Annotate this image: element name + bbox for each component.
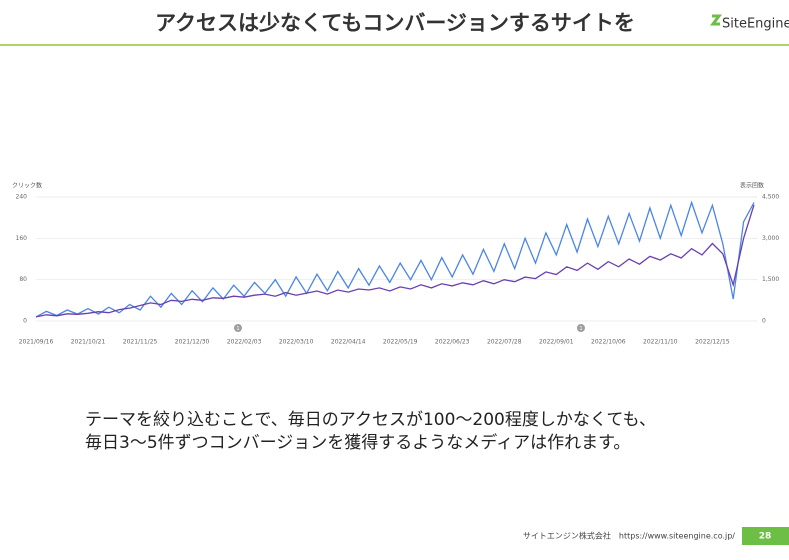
x-tick-label: 2021/12/30 [175,339,210,346]
x-tick-label: 2022/06/23 [435,339,470,346]
x-tick-label: 2022/07/28 [487,339,522,346]
x-tick-label: 2022/05/19 [383,339,418,346]
x-tick-label: 2022/10/06 [591,339,626,346]
annotation-marker [577,324,585,332]
y2-tick-label: 4,500 [762,194,779,201]
x-tick-label: 2022/09/01 [539,339,574,346]
logo: SiteEngine [722,17,789,32]
page-box [742,527,789,545]
chart: クリック数 表示回数 0 80 160 240 0 1,500 3,000 4,500 2021/0… [12,182,779,346]
annotation-marker [234,324,242,332]
logo-icon [710,14,722,26]
y-axis-title: クリック数 [12,182,42,190]
slide-title: アクセスは少なくてもコンバージョンするサイトを [155,11,635,35]
y-tick-label: 0 [23,318,27,325]
x-tick-label: 2021/09/16 [19,339,54,346]
body-text: 毎日3～5件ずつコンバージョンを獲得するようなメディアは作れます。 [85,432,630,453]
x-tick-label: 2022/12/15 [695,339,730,346]
x-tick-label: 2021/11/25 [123,339,158,346]
y2-axis-title: 表示回数 [740,182,764,190]
page-number: 28 [759,532,772,542]
body-text: テーマを絞り込むことで、毎日のアクセスが100～200程度しかなくても、 [85,410,656,430]
annotation-label: 1 [579,326,582,332]
footer-text: サイトエンジン株式会社 https://www.siteengine.co.jp… [523,531,735,541]
x-tick-label: 2022/11/10 [643,339,678,346]
annotation-label: 1 [236,326,239,332]
x-tick-label: 2022/03/10 [279,339,314,346]
x-tick-label: 2021/10/21 [71,339,106,346]
y2-tick-label: 1,500 [762,276,779,283]
y-tick-label: 80 [19,276,27,283]
y-tick-label: 160 [16,235,28,242]
y2-tick-label: 3,000 [762,235,779,242]
x-tick-label: 2022/04/14 [331,339,366,346]
y-tick-label: 240 [16,194,28,201]
series-line [35,200,755,318]
series-line [35,204,755,318]
x-tick-label: 2022/02/03 [227,339,262,346]
y2-tick-label: 0 [762,318,766,325]
